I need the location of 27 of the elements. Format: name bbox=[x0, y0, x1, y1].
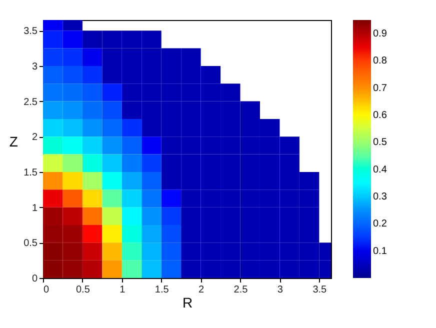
x-tick-label: 3.5 bbox=[312, 284, 328, 296]
x-tick-label: 0.5 bbox=[76, 284, 90, 296]
x-tick-label: 0 bbox=[44, 284, 50, 296]
y-tick-label: 2 bbox=[32, 132, 38, 144]
color-bar-label: 0.3 bbox=[373, 192, 388, 203]
color-bar-label: 0.4 bbox=[373, 164, 388, 176]
color-bar-label: 0.2 bbox=[373, 218, 388, 230]
color-bar-label: 0.7 bbox=[373, 82, 388, 94]
y-tick-label: 3.5 bbox=[24, 26, 38, 38]
x-tick-label: 1.5 bbox=[154, 284, 170, 296]
x-axis-title: R bbox=[182, 294, 193, 310]
y-tick-label: 1 bbox=[32, 202, 38, 214]
color-bar-label: 0.1 bbox=[373, 246, 388, 257]
x-tick-label: 2.5 bbox=[234, 284, 248, 296]
y-tick-label: 1.5 bbox=[24, 167, 38, 178]
y-tick-label: 3 bbox=[32, 61, 38, 72]
x-tick-label: 2 bbox=[198, 284, 205, 296]
y-tick-label: 0.5 bbox=[24, 238, 38, 250]
y-tick-label: 2.5 bbox=[24, 96, 38, 108]
color-bar-label: 0.9 bbox=[373, 28, 388, 40]
x-tick-label: 1 bbox=[120, 284, 126, 296]
color-bar-label: 0.8 bbox=[373, 56, 388, 67]
y-axis-title: Z bbox=[9, 134, 18, 150]
color-bar-label: 0.5 bbox=[373, 137, 388, 148]
color-bar-label: 0.6 bbox=[373, 110, 388, 122]
y-tick-label: 0 bbox=[32, 274, 38, 284]
x-tick-label: 3 bbox=[277, 284, 284, 296]
